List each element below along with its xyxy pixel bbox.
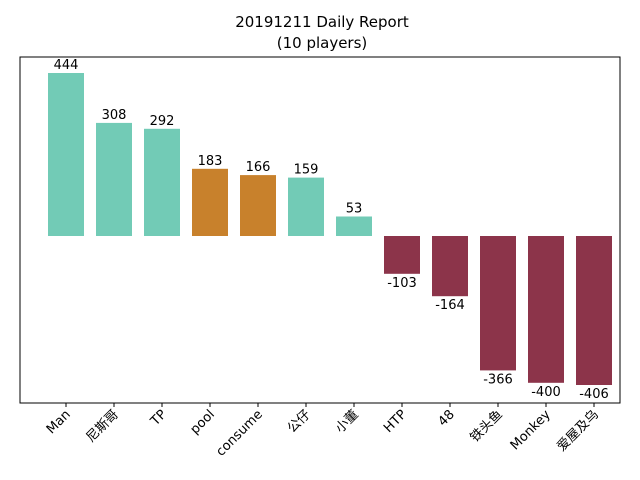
value-label-2: 292: [150, 114, 175, 129]
value-label-7: -103: [387, 276, 417, 291]
bar-8: [432, 236, 468, 297]
value-label-4: 166: [246, 160, 271, 175]
bar-11: [576, 236, 612, 385]
x-tick-label-4: consume: [213, 407, 265, 459]
value-label-1: 308: [102, 108, 127, 123]
value-label-3: 183: [198, 154, 223, 169]
x-tick-label-2: TP: [147, 407, 170, 430]
x-tick-label-0: Man: [44, 407, 74, 437]
x-tick-label-6: 小董: [333, 407, 362, 436]
value-label-8: -164: [435, 298, 465, 313]
bar-3: [192, 168, 228, 236]
value-label-6: 53: [346, 202, 363, 217]
x-tick-label-5: 公仔: [285, 407, 314, 436]
x-tick-label-10: Monkey: [508, 407, 554, 453]
x-tick-label-3: pool: [188, 407, 218, 437]
bar-0: [48, 73, 84, 236]
value-label-9: -366: [483, 372, 513, 387]
x-tick-label-7: HTP: [381, 407, 410, 436]
x-tick-label-9: 铁头鱼: [467, 407, 506, 446]
value-label-0: 444: [54, 58, 79, 73]
value-label-10: -400: [531, 385, 561, 400]
value-label-11: -406: [579, 387, 609, 402]
bar-6: [336, 216, 372, 236]
chart-subtitle: (10 players): [277, 34, 368, 52]
bar-2: [144, 128, 180, 236]
plot-frame: [19, 56, 621, 404]
x-tick-label-11: 爱屋及乌: [554, 407, 602, 455]
bar-1: [96, 122, 132, 236]
bar-7: [384, 236, 420, 274]
bar-10: [528, 236, 564, 383]
x-tick-label-8: 48: [436, 407, 458, 429]
bar-5: [288, 177, 324, 236]
chart-title: 20191211 Daily Report: [235, 13, 409, 31]
bar-4: [240, 175, 276, 236]
bar-9: [480, 236, 516, 371]
x-tick-label-1: 尼斯哥: [84, 407, 122, 445]
value-label-5: 159: [294, 163, 319, 178]
